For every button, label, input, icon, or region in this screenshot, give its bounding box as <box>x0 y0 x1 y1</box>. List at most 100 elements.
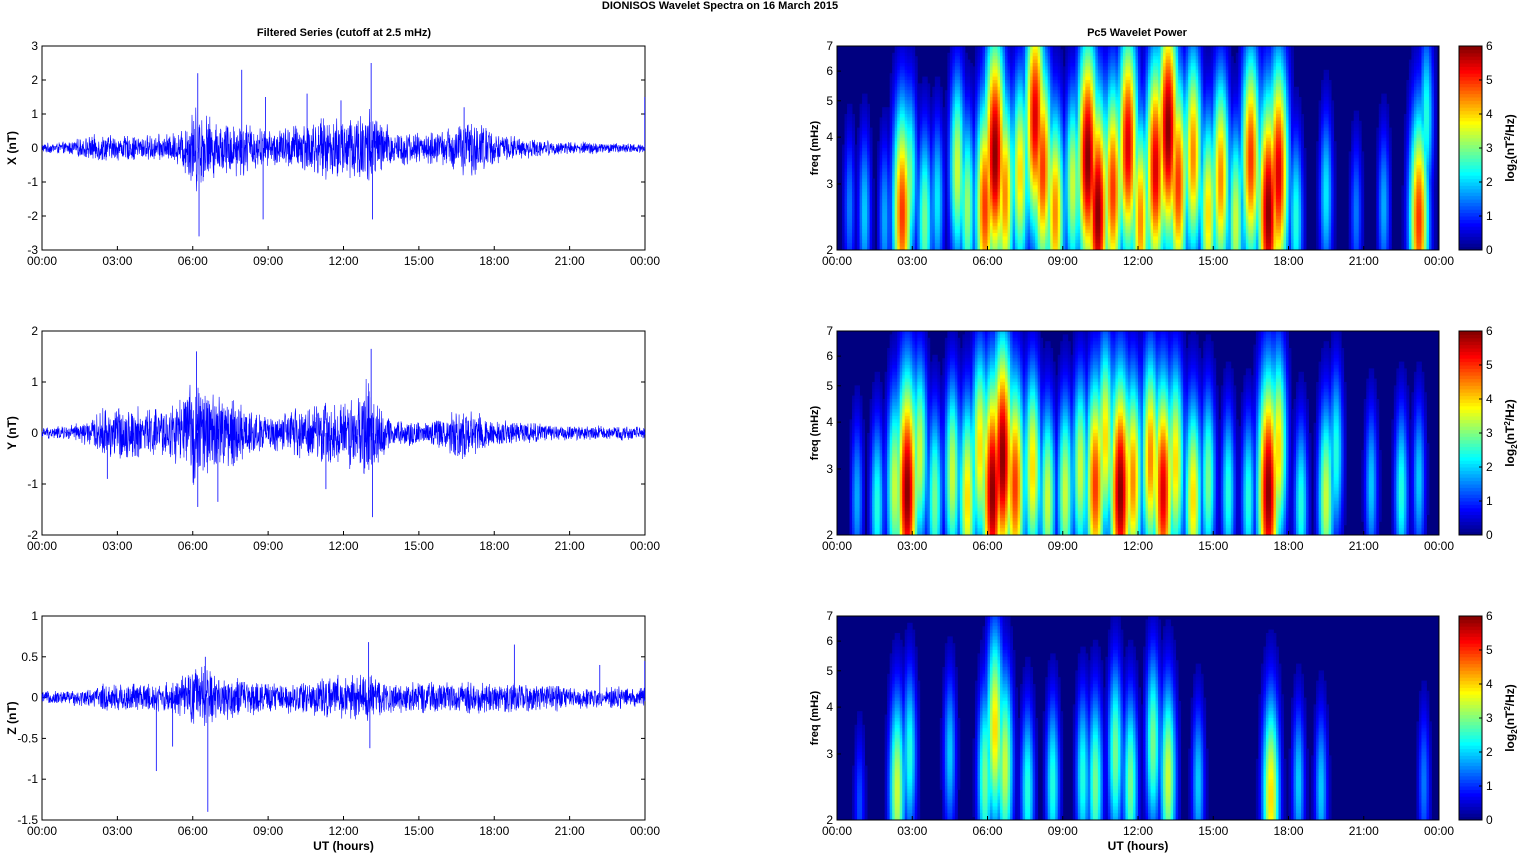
heatmap-cell <box>985 134 988 138</box>
heatmap-cell <box>1261 121 1264 125</box>
heatmap-cell <box>895 46 898 50</box>
heatmap-cell <box>1419 97 1422 101</box>
heatmap-cell <box>1023 66 1026 70</box>
heatmap-cell <box>1005 111 1008 115</box>
heatmap-cell <box>1053 83 1056 87</box>
heatmap-cell <box>1058 87 1061 91</box>
heatmap-cell <box>1151 73 1154 77</box>
heatmap-cell <box>977 70 980 74</box>
heatmap-cell <box>1243 131 1246 135</box>
heatmap-cell <box>1058 73 1061 77</box>
heatmap-cell <box>850 111 853 115</box>
heatmap-cell <box>1023 128 1026 132</box>
heatmap-cell <box>1324 124 1327 128</box>
heatmap-cell <box>1261 87 1264 91</box>
heatmap-cell <box>955 66 958 70</box>
heatmap-cell <box>1013 100 1016 104</box>
heatmap-cell <box>1105 60 1108 64</box>
heatmap-cell <box>1028 134 1031 138</box>
heatmap-cell <box>1414 104 1417 108</box>
heatmap-cell <box>1404 117 1407 121</box>
heatmap-cell <box>1135 121 1138 125</box>
heatmap-cell <box>1276 77 1279 81</box>
heatmap-cell <box>912 49 915 53</box>
heatmap-cell <box>860 117 863 121</box>
heatmap-cell <box>1281 134 1284 138</box>
heatmap-cell <box>1203 121 1206 125</box>
heatmap-cell <box>1013 70 1016 74</box>
heatmap-cell <box>1193 128 1196 132</box>
heatmap-cell <box>1326 121 1329 125</box>
heatmap-cell <box>1276 121 1279 125</box>
heatmap-cell <box>1113 131 1116 135</box>
heatmap-cell <box>1218 131 1221 135</box>
heatmap-cell <box>970 87 973 91</box>
heatmap-cell <box>1246 114 1249 118</box>
heatmap-cell <box>1120 66 1123 70</box>
heatmap-cell <box>1065 134 1068 138</box>
heatmap-cell <box>1120 63 1123 67</box>
heatmap-cell <box>1000 77 1003 81</box>
heatmap-cell <box>935 90 938 94</box>
heatmap-cell <box>1223 83 1226 87</box>
heatmap-cell <box>1183 66 1186 70</box>
heatmap-cell <box>1133 83 1136 87</box>
heatmap-cell <box>1030 114 1033 118</box>
heatmap-cell <box>1125 124 1128 128</box>
heatmap-cell <box>1404 128 1407 132</box>
heatmap-cell <box>1286 56 1289 60</box>
y-axis-label: Z (nT) <box>5 701 19 734</box>
heatmap-cell <box>1266 80 1269 84</box>
heatmap-cell <box>1246 73 1249 77</box>
heatmap-cell <box>1213 63 1216 67</box>
y-tick-label: 3 <box>31 39 38 53</box>
heatmap-cell <box>1411 73 1414 77</box>
heatmap-cell <box>1171 87 1174 91</box>
heatmap-cell <box>967 121 970 125</box>
heatmap-cell <box>1110 70 1113 74</box>
heatmap-cell <box>1115 70 1118 74</box>
heatmap-cell <box>1008 121 1011 125</box>
heatmap-cell <box>1178 114 1181 118</box>
heatmap-cell <box>1416 73 1419 77</box>
heatmap-cell <box>890 100 893 104</box>
heatmap-cell <box>1246 124 1249 128</box>
heatmap-cell <box>1196 121 1199 125</box>
heatmap-cell <box>902 53 905 57</box>
heatmap-cell <box>1188 111 1191 115</box>
heatmap-cell <box>1429 97 1432 101</box>
heatmap-cell <box>955 134 958 138</box>
heatmap-cell <box>977 60 980 64</box>
heatmap-cell <box>1148 63 1151 67</box>
heatmap-cell <box>1193 90 1196 94</box>
heatmap-cell <box>927 134 930 138</box>
heatmap-cell <box>1151 46 1154 50</box>
heatmap-cell <box>1171 134 1174 138</box>
heatmap-cell <box>1178 73 1181 77</box>
heatmap-cell <box>995 114 998 118</box>
heatmap-cell <box>1223 53 1226 57</box>
heatmap-cell <box>937 107 940 111</box>
heatmap-cell <box>1163 87 1166 91</box>
heatmap-cell <box>1283 70 1286 74</box>
heatmap-cell <box>1429 90 1432 94</box>
heatmap-cell <box>1381 111 1384 115</box>
heatmap-cell <box>1146 134 1149 138</box>
heatmap-cell <box>1206 94 1209 98</box>
heatmap-cell <box>1098 100 1101 104</box>
heatmap-cell <box>1206 104 1209 108</box>
heatmap-cell <box>1221 80 1224 84</box>
heatmap-cell <box>1015 56 1018 60</box>
heatmap-cell <box>957 134 960 138</box>
heatmap-cell <box>1203 131 1206 135</box>
heatmap-cell <box>1146 56 1149 60</box>
heatmap-cell <box>1138 73 1141 77</box>
heatmap-cell <box>1078 66 1081 70</box>
heatmap-cell <box>1183 134 1186 138</box>
heatmap-cell <box>1153 66 1156 70</box>
heatmap-cell <box>1196 77 1199 81</box>
heatmap-cell <box>1078 73 1081 77</box>
heatmap-cell <box>977 56 980 60</box>
heatmap-cell <box>1008 80 1011 84</box>
heatmap-cell <box>1023 77 1026 81</box>
